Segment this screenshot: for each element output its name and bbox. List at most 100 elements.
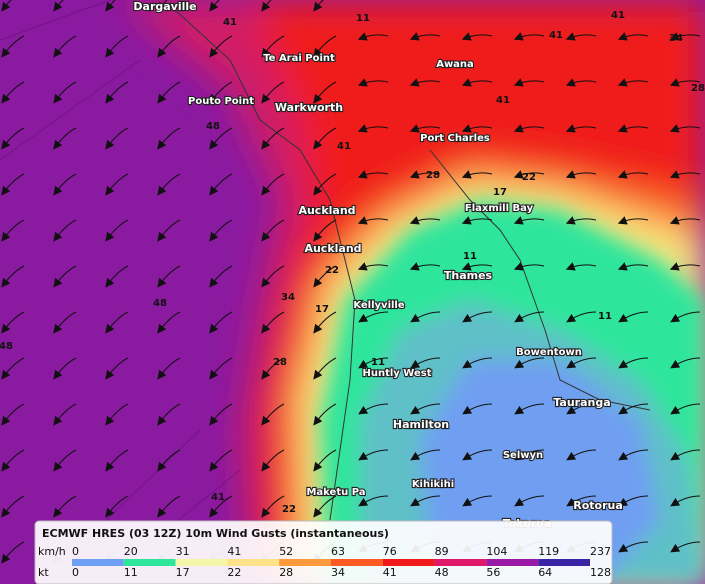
streamline (513, 170, 545, 179)
legend-unit: kt (38, 566, 49, 579)
streamline (514, 357, 545, 369)
place-label: Port Charles (420, 133, 490, 144)
streamline (313, 173, 337, 196)
streamline (462, 449, 493, 461)
legend-swatch (486, 559, 539, 566)
legend-kt-label: 11 (124, 566, 138, 579)
streamline (313, 81, 337, 104)
streamline (313, 449, 337, 472)
legend-kt-label: 56 (486, 566, 500, 579)
streamline (409, 170, 441, 179)
streamline (1, 495, 25, 518)
contour-labels: 41 11 41 41 34 28 41 48 41 17 22 28 11 11 48 48 34 17 28 22… (0, 10, 705, 515)
streamline (358, 495, 389, 507)
streamline (261, 127, 285, 150)
streamline (566, 357, 597, 369)
place-label: Pouto Point (188, 96, 254, 107)
legend-box (34, 520, 613, 584)
place-label: Maketu Pa (306, 487, 365, 498)
contour-label: 22 (325, 265, 339, 276)
streamline (669, 78, 701, 87)
legend-kmh-label: 63 (331, 545, 345, 558)
streamline (313, 311, 337, 334)
place-label: Warkworth (275, 101, 343, 114)
legend-kt-label: 48 (435, 566, 449, 579)
streamline (209, 265, 233, 288)
streamline (617, 124, 649, 133)
streamline (1, 311, 25, 334)
streamline (1, 265, 25, 288)
streamline (1, 219, 25, 242)
legend-kmh-label: 237 (590, 545, 611, 558)
contour-label: 22 (522, 172, 536, 183)
place-label: Awana (436, 59, 474, 70)
contour-label: 34 (281, 292, 295, 303)
streamline (357, 124, 389, 133)
streamline (261, 495, 285, 518)
legend-kt-label: 41 (383, 566, 397, 579)
streamline (409, 78, 441, 87)
streamline (514, 449, 545, 461)
streamline (261, 35, 285, 58)
streamline (105, 35, 129, 58)
streamline (105, 219, 129, 242)
streamline (566, 311, 597, 323)
streamline (461, 78, 493, 87)
streamline (617, 78, 649, 87)
streamline (357, 78, 389, 87)
streamline (53, 265, 77, 288)
legend-swatch (279, 559, 331, 566)
contour-label: 11 (371, 357, 385, 368)
streamline (617, 170, 649, 179)
contour-label: 28 (426, 170, 440, 181)
streamline (462, 495, 493, 507)
streamline (358, 357, 389, 369)
streamline (1, 357, 25, 380)
streamline (313, 265, 337, 288)
streamline (669, 170, 701, 179)
streamline (209, 357, 233, 380)
streamline (313, 495, 337, 518)
streamline (618, 357, 649, 369)
streamline (157, 403, 181, 426)
streamline (669, 124, 701, 133)
streamline (157, 81, 181, 104)
legend-kt-label: 0 (72, 566, 79, 579)
streamline (514, 403, 545, 415)
streamline (313, 127, 337, 150)
place-label: Hamilton (393, 418, 449, 431)
streamline (514, 495, 545, 507)
streamline (410, 403, 441, 415)
streamline (209, 0, 220, 12)
streamline (513, 216, 545, 225)
streamline (618, 495, 649, 507)
legend-kmh-label: 31 (176, 545, 190, 558)
streamline (410, 311, 441, 323)
streamline (53, 403, 77, 426)
streamline (53, 495, 77, 518)
streamline (105, 403, 129, 426)
streamline (157, 311, 181, 334)
streamline (566, 403, 597, 415)
streamline (669, 32, 701, 41)
streamline (261, 311, 285, 334)
streamline (358, 311, 389, 323)
streamline (261, 0, 272, 12)
streamline (157, 127, 181, 150)
contour-label: 11 (356, 13, 370, 24)
streamline (462, 357, 493, 369)
streamline (670, 495, 701, 507)
place-label: Auckland (304, 242, 361, 255)
contour-label: 48 (206, 121, 220, 132)
legend-kt-label: 17 (176, 566, 190, 579)
streamline (409, 124, 441, 133)
legend-swatch (227, 559, 280, 566)
streamline (357, 32, 389, 41)
contour-label: 48 (0, 341, 13, 352)
streamline (357, 216, 389, 225)
contour-label: 41 (611, 10, 625, 21)
legend-kmh-label: 104 (486, 545, 507, 558)
streamline (1, 81, 25, 104)
streamline (409, 216, 441, 225)
